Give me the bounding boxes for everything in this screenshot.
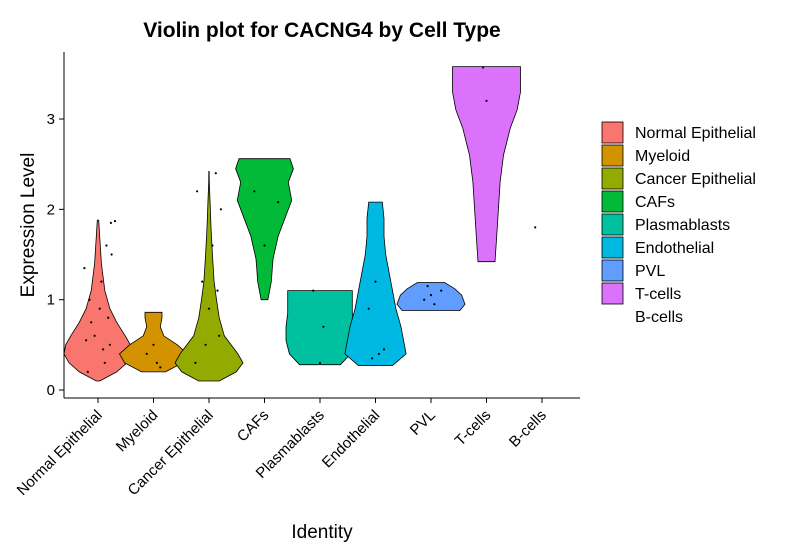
legend-swatch (601, 144, 624, 167)
data-point (110, 253, 113, 256)
data-point (194, 361, 197, 364)
data-point (113, 220, 117, 223)
legend-label: Plasmablasts (635, 217, 730, 234)
data-point (204, 343, 207, 346)
legend-swatch (601, 213, 624, 236)
data-point (219, 208, 222, 211)
data-point (214, 172, 217, 175)
data-point (83, 267, 86, 270)
data-point (322, 325, 325, 328)
y-tick-label: 3 (47, 111, 55, 128)
data-point (263, 244, 266, 247)
legend-swatch (601, 190, 624, 213)
data-point (90, 321, 93, 324)
data-point (102, 348, 105, 351)
data-point (423, 298, 426, 301)
y-tick-label: 2 (47, 201, 55, 218)
data-point (201, 280, 204, 283)
y-tick-label: 0 (47, 382, 55, 399)
violin-plasmablasts (285, 290, 355, 366)
data-point (318, 361, 322, 364)
data-point (277, 201, 280, 204)
violins-layer (63, 66, 521, 382)
data-point (145, 352, 148, 355)
data-point (367, 307, 370, 310)
violin-t-cells (452, 66, 521, 263)
data-point (93, 334, 96, 337)
data-point (108, 343, 111, 346)
violin-cafs (235, 158, 294, 301)
data-point (534, 226, 537, 229)
data-point (433, 303, 436, 306)
legend-swatch (601, 236, 624, 259)
data-point (98, 307, 101, 310)
data-point (377, 352, 380, 355)
data-point (105, 244, 108, 247)
data-point (374, 280, 377, 283)
data-point (482, 66, 485, 69)
violin-myeloid (118, 311, 189, 373)
x-tick-label: B-cells (506, 407, 550, 451)
data-point (107, 316, 110, 319)
violin-endothelial (344, 201, 407, 366)
legend-label: B-cells (635, 309, 683, 326)
data-point (100, 280, 103, 283)
data-point (196, 190, 199, 193)
x-tick-label: T-cells (452, 407, 495, 450)
data-point (155, 361, 158, 364)
data-point (207, 307, 211, 310)
legend-label: T-cells (635, 286, 681, 303)
data-point (382, 348, 386, 351)
data-point (88, 298, 91, 301)
data-point (152, 343, 155, 346)
chart-title: Violin plot for CACNG4 by Cell Type (143, 19, 500, 42)
y-axis-title: Expression Level (18, 153, 39, 298)
data-point (485, 99, 488, 102)
legend-label: CAFs (635, 194, 675, 211)
y-tick-label: 1 (47, 292, 55, 309)
legend-label: Cancer Epithelial (635, 171, 756, 188)
legend-swatch (601, 282, 624, 305)
data-point (109, 221, 112, 224)
data-point (218, 334, 221, 337)
data-point (86, 370, 89, 373)
data-point (159, 366, 162, 369)
data-point (426, 285, 429, 288)
x-tick-label: Myeloid (113, 407, 162, 456)
data-point (253, 190, 256, 193)
data-point (85, 339, 88, 342)
legend-swatch (601, 259, 624, 282)
data-point (103, 361, 106, 364)
legend-swatch (601, 167, 624, 190)
legend: Normal Epithelial Myeloid Cancer Epithelia… (601, 121, 756, 326)
legend-label: Endothelial (635, 240, 714, 257)
y-ticks: 0 1 2 3 (47, 111, 64, 399)
violin-pvl (396, 282, 466, 311)
x-axis-title: Identity (291, 522, 353, 543)
legend-label: Myeloid (635, 148, 690, 165)
data-point (312, 289, 315, 292)
legend-swatch (601, 121, 624, 144)
points-layer (83, 66, 537, 373)
legend-label: Normal Epithelial (635, 125, 756, 142)
data-point (216, 289, 219, 292)
data-point (211, 244, 214, 247)
data-point (440, 289, 443, 292)
x-tick-label: PVL (407, 407, 439, 439)
data-point (429, 294, 433, 297)
violin-cancer-epithelial (174, 171, 244, 382)
legend-label: PVL (635, 263, 665, 280)
x-tick-label: Normal Epithelial (14, 407, 106, 499)
data-point (371, 357, 374, 360)
x-tick-label: CAFs (234, 407, 273, 446)
x-tick-label: Endothelial (319, 407, 384, 472)
